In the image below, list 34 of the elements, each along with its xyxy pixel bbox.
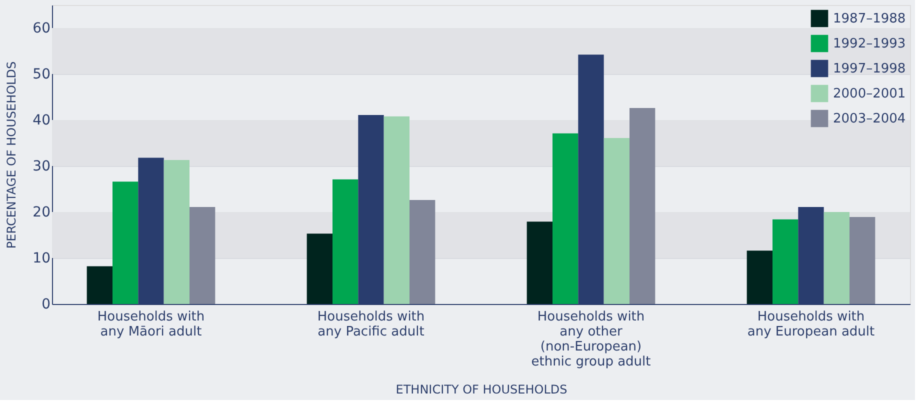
bar bbox=[850, 217, 876, 304]
x-tick-label: Households with any other (non-European) ethnic group adult bbox=[531, 310, 651, 370]
bar bbox=[86, 266, 112, 304]
x-axis-title: ETHNICITY OF HOUSEHOLDS bbox=[396, 382, 568, 396]
x-tick-label: Households with any Māori adult bbox=[97, 310, 205, 340]
bar bbox=[824, 212, 850, 304]
x-tick-label: Households with any Pacific adult bbox=[317, 310, 425, 340]
bar bbox=[746, 250, 772, 304]
bar bbox=[112, 182, 138, 304]
bar bbox=[190, 206, 216, 304]
y-tick-label: 50 bbox=[32, 66, 50, 82]
y-tick-label: 40 bbox=[32, 112, 50, 128]
y-tick-label: 60 bbox=[32, 20, 50, 36]
bar bbox=[526, 222, 552, 304]
bar bbox=[164, 160, 190, 304]
legend-label: 1987–1988 bbox=[833, 12, 906, 26]
bar bbox=[630, 108, 656, 304]
y-axis-title: PERCENTAGE OF HOUSEHOLDS bbox=[4, 61, 19, 249]
bar bbox=[384, 116, 410, 304]
bar bbox=[604, 138, 630, 304]
legend-label: 2003–2004 bbox=[833, 112, 906, 126]
bar bbox=[306, 234, 332, 304]
legend-label: 1992–1993 bbox=[833, 36, 906, 52]
bar bbox=[332, 179, 358, 304]
bar bbox=[772, 219, 798, 304]
bar bbox=[552, 133, 578, 304]
legend-label: 1997–1998 bbox=[833, 62, 906, 76]
x-tick-label: Households with any European adult bbox=[747, 310, 875, 340]
bar bbox=[410, 200, 436, 304]
y-tick-label: 10 bbox=[32, 250, 50, 266]
y-tick-label: 0 bbox=[42, 296, 50, 312]
legend-label: 2000–2001 bbox=[833, 86, 906, 102]
y-tick-label: 30 bbox=[32, 158, 50, 174]
y-tick-label: 20 bbox=[32, 204, 50, 220]
